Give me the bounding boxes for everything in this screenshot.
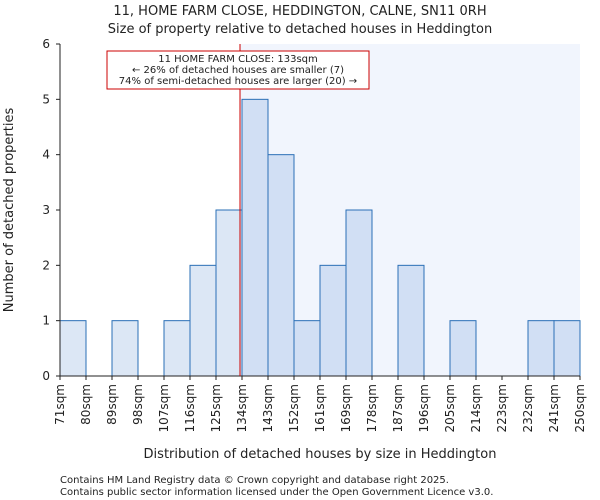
bar-107sqm [163, 320, 191, 377]
x-tick-label: 125sqm [209, 384, 223, 432]
y-tick-label: 4 [42, 148, 50, 162]
x-tick-label: 161sqm [313, 384, 327, 432]
bar-89sqm [111, 320, 139, 377]
x-tick-label: 250sqm [573, 384, 587, 432]
y-tick-label: 6 [42, 37, 50, 51]
x-tick-label: 71sqm [53, 384, 67, 425]
x-tick-label: 241sqm [547, 384, 561, 432]
bar-71sqm [59, 320, 87, 377]
x-tick-label: 205sqm [443, 384, 457, 432]
y-tick-label: 5 [42, 92, 50, 106]
y-tick-label: 3 [42, 203, 50, 217]
y-axis-label: Number of detached properties [2, 108, 17, 313]
annotation-line-3: 74% of semi-detached houses are larger (… [119, 76, 357, 87]
annotation-line-1: 11 HOME FARM CLOSE: 133sqm [158, 54, 318, 65]
footer-line-2: Contains public sector information licen… [60, 487, 493, 498]
y-tick-label: 0 [42, 369, 50, 383]
y-ticks: 0 1 2 3 4 5 6 [42, 37, 60, 383]
x-ticks: 71sqm 80sqm 89sqm 98sqm 107sqm 116sqm 125sqm 13… [53, 376, 587, 432]
x-tick-label: 80sqm [79, 384, 93, 425]
x-tick-label: 134sqm [235, 384, 249, 432]
annotation-line-2: ← 26% of detached houses are smaller (7) [132, 65, 344, 76]
bar-205sqm [449, 320, 477, 377]
x-tick-label: 116sqm [183, 384, 197, 432]
bar-116sqm [189, 264, 217, 377]
x-tick-label: 232sqm [521, 384, 535, 432]
x-tick-label: 169sqm [339, 384, 353, 432]
x-tick-label: 223sqm [495, 384, 509, 432]
bar-232sqm [527, 320, 555, 377]
annotation-box [106, 50, 370, 90]
y-tick-label: 1 [42, 314, 50, 328]
x-tick-label: 89sqm [105, 384, 119, 425]
x-tick-label: 98sqm [131, 384, 145, 425]
subject-marker: 11 HOME FARM CLOSE: 133sqm← 26% of detac… [106, 44, 370, 376]
x-tick-label: 152sqm [287, 384, 301, 432]
bar-152sqm [293, 320, 321, 377]
x-tick-label: 143sqm [261, 384, 275, 432]
chart-title: 11, HOME FARM CLOSE, HEDDINGTON, CALNE, … [113, 4, 486, 19]
bar-161sqm [319, 264, 347, 377]
footer-line-1: Contains HM Land Registry data © Crown c… [60, 475, 449, 486]
x-tick-label: 178sqm [365, 384, 379, 432]
x-tick-label: 107sqm [157, 384, 171, 432]
bar-134sqm [241, 98, 269, 377]
bar-241sqm [553, 320, 581, 377]
bar-187sqm [397, 264, 425, 377]
x-tick-label: 196sqm [417, 384, 431, 432]
bar-125sqm [215, 209, 243, 377]
y-tick-label: 2 [42, 258, 50, 272]
x-tick-label: 214sqm [469, 384, 483, 432]
bars [59, 98, 581, 377]
bar-169sqm [345, 209, 373, 377]
x-tick-label: 187sqm [391, 384, 405, 432]
chart-subtitle: Size of property relative to detached ho… [108, 22, 492, 37]
bar-143sqm [267, 154, 295, 377]
x-axis-label: Distribution of detached houses by size … [144, 447, 497, 462]
